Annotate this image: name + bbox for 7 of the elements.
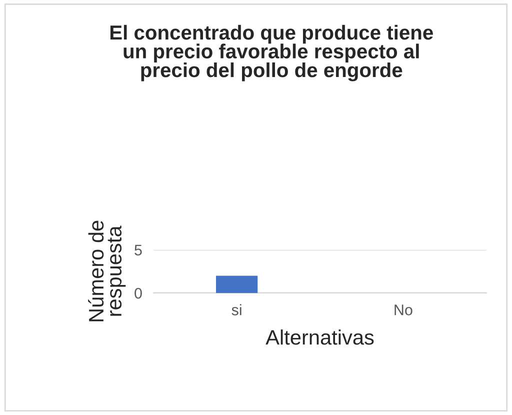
x-tick-label: si — [232, 304, 242, 316]
y-axis-title: Número de respuesta — [88, 220, 126, 322]
x-tick-label: No — [394, 304, 412, 316]
chart-title: El concentrado que produce tiene un precio favorable respecto al precio del pollo de engorde — [110, 24, 433, 82]
y-tick-label: 0 — [134, 288, 142, 299]
x-axis-title: Alternativas — [266, 329, 374, 345]
y-tick-label: 5 — [134, 244, 142, 256]
